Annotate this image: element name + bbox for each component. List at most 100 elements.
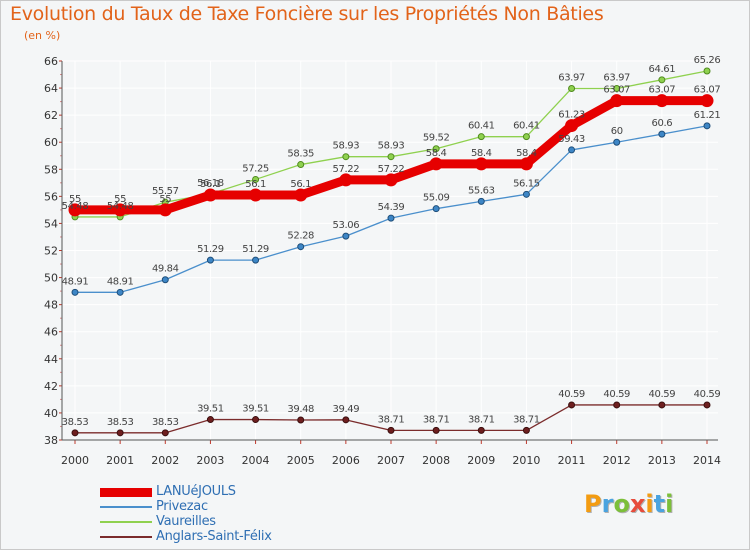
y-tick-label: 40 bbox=[44, 407, 58, 420]
data-point bbox=[432, 205, 440, 213]
data-label: 55 bbox=[69, 194, 81, 205]
axes: 38 40 42 44 46 48 50 52 54 56 58 60 62 64 66 2000 2001 20… bbox=[44, 55, 721, 467]
data-label: 56.15 bbox=[513, 178, 540, 189]
data-label: 63.97 bbox=[603, 72, 630, 83]
y-tick-label: 62 bbox=[44, 109, 58, 122]
data-point bbox=[294, 188, 308, 202]
data-point bbox=[613, 84, 621, 92]
data-label: 40.59 bbox=[603, 389, 630, 400]
data-point bbox=[71, 429, 79, 437]
y-tick-label: 42 bbox=[44, 380, 58, 393]
data-label: 63.07 bbox=[694, 85, 721, 96]
data-label: 40.59 bbox=[694, 389, 721, 400]
data-point bbox=[429, 157, 443, 171]
data-point bbox=[703, 401, 711, 409]
data-label: 58.4 bbox=[471, 148, 492, 159]
data-point bbox=[71, 288, 79, 296]
legend-label: Anglars-Saint-Félix bbox=[156, 529, 272, 544]
data-point bbox=[477, 426, 485, 434]
data-label: 57.25 bbox=[242, 163, 269, 174]
data-label: 38.71 bbox=[378, 414, 405, 425]
x-tick-label: 2011 bbox=[558, 454, 586, 467]
data-label: 55.57 bbox=[152, 186, 179, 197]
data-point bbox=[206, 256, 214, 264]
data-point bbox=[613, 138, 621, 146]
y-tick-label: 56 bbox=[44, 190, 58, 203]
x-tick-label: 2013 bbox=[648, 454, 676, 467]
data-point bbox=[206, 416, 214, 424]
legend-swatch bbox=[100, 487, 152, 497]
data-point bbox=[658, 76, 666, 84]
data-point bbox=[387, 214, 395, 222]
data-label: 39.49 bbox=[333, 404, 360, 415]
data-label: 38.71 bbox=[423, 414, 450, 425]
data-point bbox=[339, 173, 353, 187]
data-point bbox=[703, 67, 711, 75]
data-label: 60.6 bbox=[652, 118, 673, 129]
data-point bbox=[113, 203, 127, 217]
data-point bbox=[568, 146, 576, 154]
legend-swatch bbox=[100, 506, 152, 508]
data-label: 54.48 bbox=[62, 201, 89, 212]
data-label: 39.48 bbox=[287, 404, 314, 415]
y-tick-label: 52 bbox=[44, 245, 58, 258]
y-tick-label: 60 bbox=[44, 136, 58, 149]
x-tick-label: 2010 bbox=[512, 454, 540, 467]
x-tick-label: 2001 bbox=[106, 454, 134, 467]
y-tick-label: 66 bbox=[44, 55, 58, 68]
x-tick-label: 2009 bbox=[467, 454, 495, 467]
data-point bbox=[252, 175, 260, 183]
legend-swatch bbox=[100, 521, 152, 523]
data-label: 60.41 bbox=[513, 121, 540, 132]
x-tick-label: 2002 bbox=[151, 454, 179, 467]
data-label: 55.09 bbox=[423, 193, 450, 204]
data-point bbox=[297, 243, 305, 251]
y-axis-unit: (en %) bbox=[24, 29, 61, 42]
data-label: 55.63 bbox=[468, 185, 495, 196]
x-tick-label: 2005 bbox=[287, 454, 315, 467]
data-label: 49.84 bbox=[152, 264, 179, 275]
y-tick-label: 54 bbox=[44, 217, 58, 230]
data-point bbox=[477, 197, 485, 205]
data-label: 64.61 bbox=[649, 64, 676, 75]
y-tick-label: 44 bbox=[44, 353, 58, 366]
x-tick-label: 2007 bbox=[377, 454, 405, 467]
data-label: 56.1 bbox=[200, 179, 221, 190]
data-point bbox=[249, 188, 263, 202]
data-label: 54.39 bbox=[378, 202, 405, 213]
data-label: 59.43 bbox=[558, 134, 585, 145]
data-label: 48.91 bbox=[62, 276, 89, 287]
data-label: 55 bbox=[114, 194, 126, 205]
data-label: 63.07 bbox=[603, 85, 630, 96]
data-label: 56.1 bbox=[245, 179, 266, 190]
y-tick-label: 58 bbox=[44, 163, 58, 176]
proxiti-logo: Proxiti bbox=[584, 490, 674, 518]
data-point bbox=[658, 401, 666, 409]
data-point bbox=[655, 94, 669, 108]
data-point bbox=[613, 401, 621, 409]
data-label: 58.35 bbox=[287, 149, 314, 160]
data-labels: 55 55 55 56.1 56.1 56.1 57.22 57.22 58.4 58.4 58.4… bbox=[62, 55, 721, 428]
data-label: 51.29 bbox=[197, 244, 224, 255]
data-label: 39.51 bbox=[242, 404, 269, 415]
data-point bbox=[519, 157, 533, 171]
data-label: 38.53 bbox=[107, 417, 134, 428]
data-point bbox=[432, 145, 440, 153]
chart-title: Evolution du Taux de Taxe Foncière sur l… bbox=[10, 3, 604, 25]
data-point bbox=[68, 203, 82, 217]
series-lines bbox=[68, 67, 714, 437]
data-point bbox=[703, 122, 711, 130]
data-label: 38.71 bbox=[513, 414, 540, 425]
data-point bbox=[432, 426, 440, 434]
data-point bbox=[565, 119, 579, 133]
data-label: 39.51 bbox=[197, 404, 224, 415]
data-label: 55 bbox=[159, 194, 171, 205]
y-tick-label: 48 bbox=[44, 299, 58, 312]
data-label: 56.18 bbox=[197, 178, 224, 189]
y-tick-label: 50 bbox=[44, 272, 58, 285]
data-point bbox=[342, 416, 350, 424]
data-point bbox=[252, 256, 260, 264]
data-point bbox=[387, 153, 395, 161]
data-point bbox=[568, 84, 576, 92]
